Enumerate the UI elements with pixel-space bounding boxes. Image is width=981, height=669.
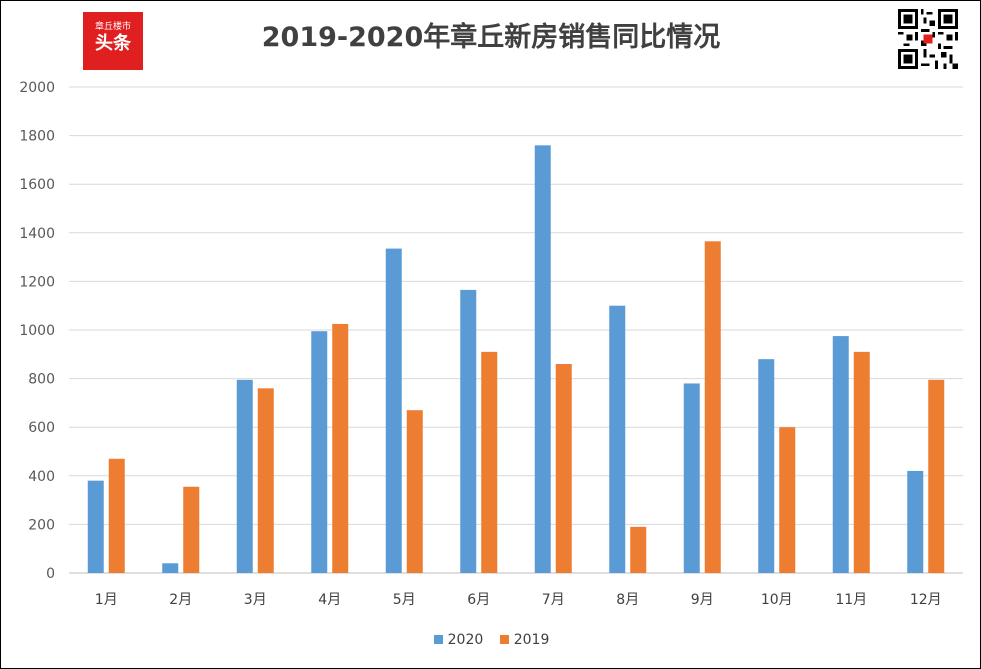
x-tick-label: 10月 [761,592,793,608]
qr-code-icon [898,9,958,69]
bar-2019-9月 [704,241,721,573]
bars [87,145,945,573]
y-axis: 0 200 400 600 800 1000 1200 1400 1600 1800 2000 [19,80,55,582]
legend: 2020 2019 [1,632,981,648]
y-tick-label: 1800 [19,129,55,145]
legend-label-2020: 2020 [447,632,484,648]
bar-2019-3月 [257,388,274,573]
y-tick-label: 600 [28,420,55,436]
x-tick-label: 4月 [318,592,341,608]
x-tick-label: 1月 [95,592,118,608]
bar-2020-3月 [236,379,253,573]
bar-2020-11月 [832,336,849,573]
bar-2019-10月 [779,427,796,573]
legend-swatch-2020 [433,635,443,644]
bar-2020-9月 [683,383,700,573]
legend-item-2019: 2019 [499,632,550,648]
logo-small-text: 章丘楼市 [94,22,131,32]
bar-2020-1月 [87,480,104,573]
legend-label-2019: 2019 [513,632,550,648]
x-tick-label: 9月 [691,592,714,608]
y-tick-label: 1200 [19,274,55,290]
bar-2019-2月 [183,486,200,573]
bar-2020-4月 [311,331,328,573]
y-tick-label: 400 [28,469,55,485]
bar-2019-8月 [630,526,647,573]
x-axis: 1月 2月 3月 4月 5月 6月 7月 8月 9月 10月 11月 12月 [95,592,942,608]
bar-2020-12月 [907,470,924,573]
y-tick-label: 800 [28,372,55,388]
bar-2020-8月 [609,305,626,573]
legend-swatch-2019 [499,635,509,644]
x-tick-label: 2月 [169,592,192,608]
brand-logo: 章丘楼市 头条 [83,12,143,70]
bar-2019-6月 [481,351,498,573]
x-tick-label: 6月 [467,592,490,608]
logo-main-text: 头条 [95,33,131,54]
bar-2019-1月 [108,458,125,573]
bar-2020-2月 [162,563,179,573]
y-tick-label: 1000 [19,323,55,339]
bar-2019-4月 [332,323,349,573]
y-tick-label: 2000 [19,80,55,96]
chart-title: 2019-2020年章丘新房销售同比情况 [261,22,721,53]
y-tick-label: 200 [28,517,55,533]
x-tick-label: 5月 [393,592,416,608]
bar-2020-6月 [460,289,477,573]
bar-2020-7月 [534,145,551,573]
legend-item-2020: 2020 [433,632,484,648]
x-tick-label: 11月 [835,592,867,608]
bar-2019-7月 [555,364,572,573]
y-tick-label: 1400 [19,226,55,242]
y-tick-label: 0 [46,566,55,582]
y-tick-label: 1600 [19,177,55,193]
x-tick-label: 3月 [244,592,267,608]
bar-2019-5月 [406,410,423,573]
gridlines [69,86,963,574]
bar-2020-10月 [758,359,775,573]
x-tick-label: 8月 [616,592,639,608]
x-tick-label: 7月 [542,592,565,608]
x-tick-label: 12月 [910,592,942,608]
bar-2019-11月 [853,351,870,573]
bar-2020-5月 [385,248,402,573]
bar-2019-12月 [928,379,945,573]
